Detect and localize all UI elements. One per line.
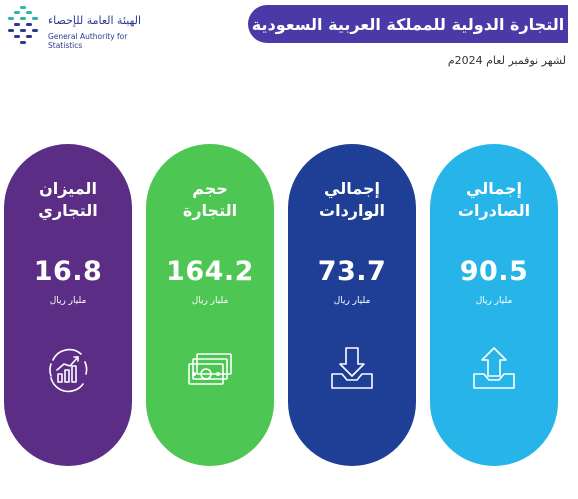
logo-english-text: General Authority for Statistics: [48, 32, 128, 50]
card-label-line2: التجارة: [182, 201, 238, 220]
card-label-line2: الصادرات: [457, 201, 531, 220]
card-unit: مليار ريال: [333, 296, 371, 306]
card-label: إجمالي الصادرات: [430, 178, 558, 222]
trade-volume-card: حجم التجارة 164.2 مليار ريال: [146, 144, 274, 466]
card-label-line1: إجمالي: [466, 179, 522, 198]
import-tray-icon: [327, 344, 377, 394]
card-unit: مليار ريال: [191, 296, 229, 306]
card-unit: مليار ريال: [49, 296, 87, 306]
page-title: التجارة الدولية للمملكة العربية السعودية: [248, 5, 568, 43]
gastat-logo-mark-icon: [8, 6, 38, 44]
card-label-line2: التجاري: [38, 201, 98, 220]
card-label-line2: الواردات: [319, 201, 385, 220]
chart-growth-icon: [43, 344, 93, 394]
card-label-line1: حجم: [192, 179, 228, 198]
card-label: إجمالي الواردات: [288, 178, 416, 222]
trade-balance-card: الميزان التجاري 16.8 مليار ريال: [4, 144, 132, 466]
card-value: 164.2: [166, 256, 254, 287]
total-imports-card: إجمالي الواردات 73.7 مليار ريال: [288, 144, 416, 466]
card-label: حجم التجارة: [146, 178, 274, 222]
card-value: 90.5: [459, 256, 529, 287]
card-value: 16.8: [33, 256, 103, 287]
card-value: 73.7: [317, 256, 387, 287]
card-label: الميزان التجاري: [4, 178, 132, 222]
card-unit: مليار ريال: [475, 296, 513, 306]
export-tray-icon: [469, 344, 519, 394]
logo-arabic-text: الهيئة العامة للإحصاء: [48, 14, 142, 27]
total-exports-card: إجمالي الصادرات 90.5 مليار ريال: [430, 144, 558, 466]
card-label-line1: الميزان: [39, 179, 97, 198]
gastat-logo: الهيئة العامة للإحصاء General Authority …: [4, 4, 164, 52]
money-stack-icon: [185, 344, 235, 394]
card-label-line1: إجمالي: [324, 179, 380, 198]
period-subtitle: لشهر نوفمبر لعام 2024م: [447, 54, 566, 67]
